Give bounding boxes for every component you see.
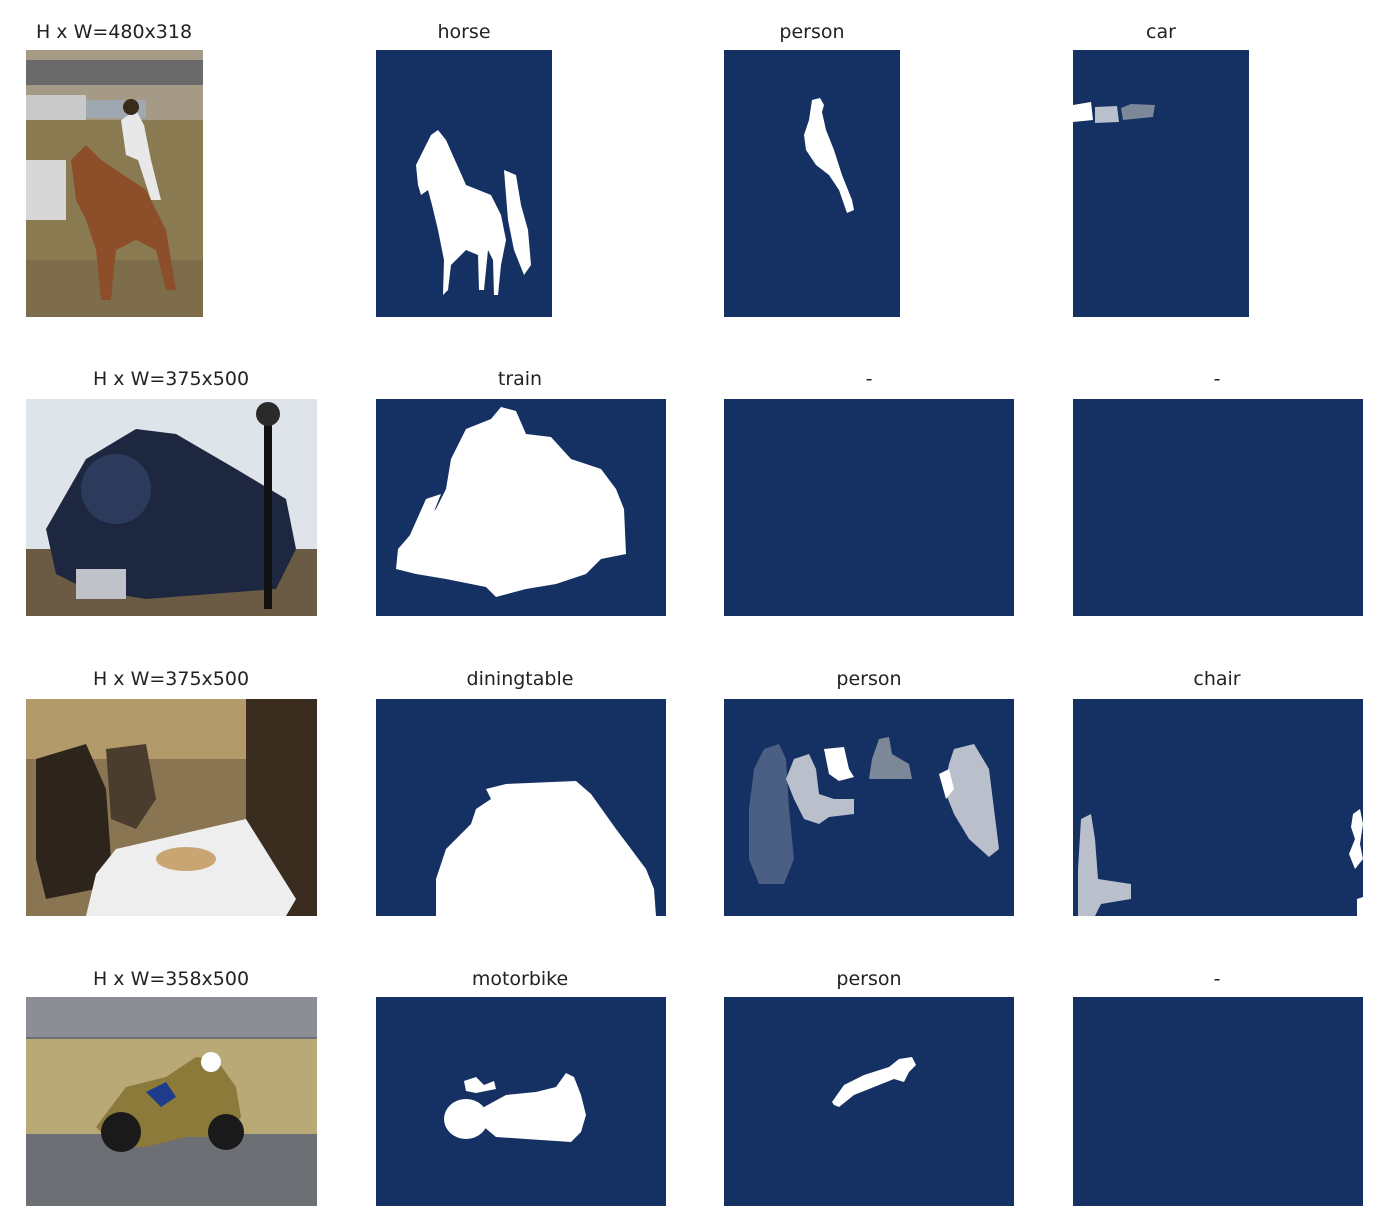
mask-rider-row4	[724, 997, 1014, 1206]
photo-title-row4: H x W=358x500	[92, 968, 250, 990]
chair-mask-shape-left	[1078, 814, 1131, 916]
photo-title-row2: H x W=375x500	[92, 368, 250, 390]
table-mask-shape	[436, 781, 656, 916]
mask-title-motorbike: motorbike	[471, 968, 569, 990]
mask-empty-row2-col4	[1073, 399, 1363, 616]
mask-title-person-row4: person	[836, 968, 902, 990]
photo-steam-locomotive	[26, 399, 317, 616]
train-mask-shape	[396, 407, 626, 597]
mask-title-empty-row4-col4: -	[1213, 968, 1221, 990]
motorbike-mask-shape	[484, 1073, 586, 1142]
horse-mask-shape	[416, 130, 506, 295]
photo-dining-table	[26, 699, 317, 916]
mask-title-car: car	[1146, 21, 1176, 43]
photo-motorbike-racer	[26, 997, 317, 1206]
photo-title-row3: H x W=375x500	[92, 668, 250, 690]
person-mask-shape	[804, 98, 854, 213]
mask-title-horse: horse	[437, 21, 491, 43]
chair-mask-shape-right	[1349, 809, 1363, 869]
mask-title-person-row1: person	[779, 21, 845, 43]
mask-train	[376, 399, 666, 616]
mask-title-empty-row2-col4: -	[1213, 368, 1221, 390]
photo-title-row1: H x W=480x318	[35, 21, 193, 43]
rider-mask-shape	[832, 1057, 916, 1107]
mask-empty-row2-col3	[724, 399, 1014, 616]
mask-motorbike	[376, 997, 666, 1206]
mask-title-diningtable: diningtable	[466, 668, 574, 690]
mask-car	[1073, 50, 1249, 317]
mask-title-train: train	[497, 368, 543, 390]
mask-chair	[1073, 699, 1363, 916]
photo-rider-on-horse	[26, 50, 203, 317]
mask-empty-row4-col4	[1073, 997, 1363, 1206]
mask-person-row1	[724, 50, 900, 317]
mask-people-row3	[724, 699, 1014, 916]
mask-horse	[376, 50, 552, 317]
mask-title-chair: chair	[1193, 668, 1241, 690]
mask-diningtable	[376, 699, 666, 916]
mask-title-person-row3: person	[836, 668, 902, 690]
mask-title-empty-row2-col3: -	[865, 368, 873, 390]
